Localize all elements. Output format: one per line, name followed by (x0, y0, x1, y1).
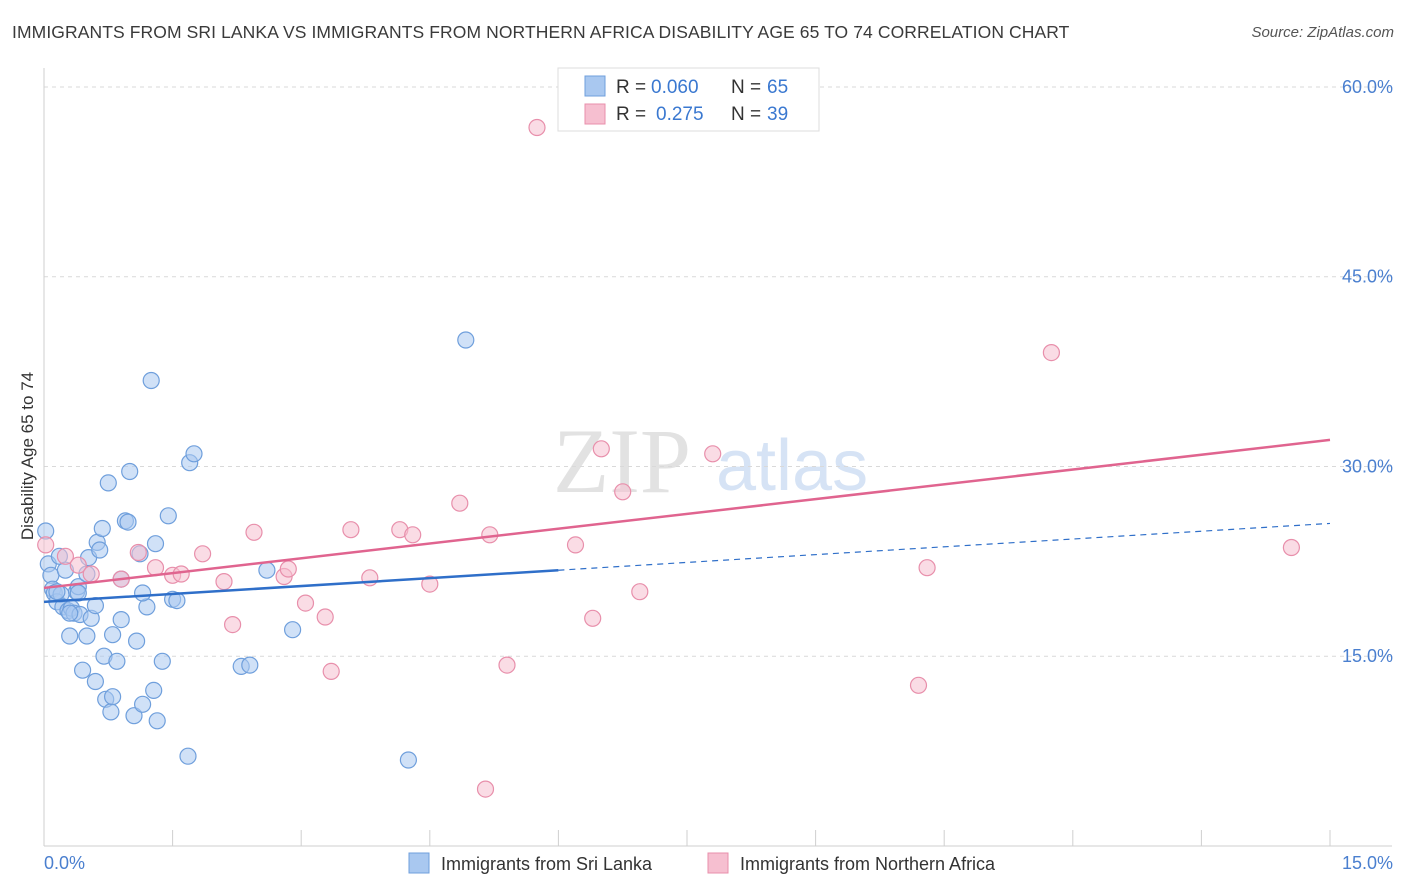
point-pink-2 (69, 556, 87, 574)
bottom-legend-swatch-blue (408, 852, 430, 874)
gridlines (44, 86, 1392, 657)
point-blue-41 (145, 681, 163, 700)
point-pink-22 (421, 575, 439, 593)
point-pink-12 (245, 523, 263, 541)
point-pink-18 (342, 521, 360, 539)
legend-row2-r-label: R = (616, 104, 646, 125)
point-pink-24 (476, 780, 495, 798)
point-blue-29 (103, 626, 122, 644)
bottom-legend-swatch-pink (707, 852, 729, 874)
point-blue-44 (159, 507, 177, 525)
point-pink-21 (404, 526, 422, 544)
point-pink-31 (614, 483, 632, 501)
point-blue-30 (108, 652, 126, 670)
trend-line-northern-africa (43, 438, 1331, 590)
series-sri-lanka-points (37, 331, 475, 769)
point-pink-15 (296, 594, 315, 612)
point-blue-27 (99, 474, 117, 492)
point-blue-55 (457, 331, 475, 349)
point-blue-47 (179, 747, 197, 765)
trend-line-sri-lanka-dashed (558, 522, 1331, 571)
x-tick-label-min: 0.0% (44, 853, 85, 873)
y-tick-label-15: 15.0% (1342, 646, 1393, 666)
point-blue-64 (61, 604, 79, 622)
point-blue-35 (125, 707, 143, 725)
point-pink-17 (322, 662, 340, 681)
point-blue-49 (185, 445, 203, 463)
point-pink-28 (566, 536, 585, 554)
y-tick-label-60: 60.0% (1342, 77, 1393, 97)
point-pink-33 (704, 445, 722, 463)
point-pink-10 (215, 572, 233, 591)
point-blue-11 (61, 627, 79, 645)
legend-row2-n-value: 39 (767, 104, 788, 125)
legend-row2-r-value: 0.275 (656, 104, 704, 125)
point-blue-24 (93, 519, 111, 538)
point-pink-16 (316, 608, 334, 626)
point-blue-51 (241, 656, 259, 674)
point-pink-30 (592, 440, 610, 458)
point-pink-29 (584, 609, 602, 627)
point-pink-27 (528, 118, 546, 137)
chart-source: Source: ZipAtlas.com (1251, 24, 1394, 41)
x-tick-label-max: 15.0% (1342, 853, 1393, 873)
point-blue-23 (91, 541, 109, 559)
point-blue-34 (121, 462, 139, 481)
point-pink-0 (37, 536, 55, 554)
point-pink-23 (451, 494, 469, 512)
y-tick-label-30: 30.0% (1342, 456, 1393, 476)
point-pink-32 (631, 583, 649, 601)
point-blue-21 (86, 672, 105, 691)
point-pink-37 (1042, 344, 1061, 362)
point-pink-3 (82, 565, 100, 583)
y-tick-label-45: 45.0% (1342, 267, 1393, 287)
point-blue-36 (128, 632, 146, 650)
point-blue-63 (134, 584, 152, 602)
point-blue-17 (73, 661, 92, 679)
legend-row1-n-value: 65 (767, 77, 788, 98)
point-blue-43 (153, 652, 171, 670)
legend-swatch-pink (584, 103, 606, 125)
point-pink-1 (56, 547, 75, 565)
trend-lines (43, 438, 1331, 604)
point-blue-40 (142, 371, 160, 390)
y-axis-title: Disability Age 65 to 74 (18, 372, 37, 540)
point-pink-36 (918, 559, 936, 577)
legend: R = 0.060 N = 65 R = 0.275 N = 39 (557, 67, 820, 132)
point-blue-38 (134, 695, 152, 713)
point-blue-18 (78, 627, 96, 645)
point-blue-33 (119, 513, 137, 531)
trend-line-sri-lanka-solid (43, 568, 559, 604)
point-blue-53 (284, 621, 302, 639)
bottom-legend: Immigrants from Sri Lanka Immigrants fro… (408, 852, 996, 874)
legend-row1-r-label: R = (616, 77, 646, 98)
bottom-legend-label-blue: Immigrants from Sri Lanka (441, 854, 653, 874)
point-pink-5 (129, 543, 147, 562)
point-blue-28 (102, 703, 120, 721)
legend-swatch-blue (584, 75, 606, 97)
legend-row2-n-label: N = (731, 104, 761, 125)
point-blue-60 (146, 535, 165, 553)
point-pink-35 (909, 676, 928, 694)
point-blue-42 (148, 712, 166, 730)
series-northern-africa-points (37, 113, 1301, 798)
legend-row1-n-label: N = (731, 77, 761, 98)
point-blue-59 (112, 610, 130, 629)
point-blue-52 (258, 561, 276, 579)
point-pink-14 (279, 560, 297, 578)
axes (43, 68, 1392, 847)
point-blue-54 (399, 751, 417, 769)
point-pink-11 (224, 615, 242, 634)
chart-title: IMMIGRANTS FROM SRI LANKA VS IMMIGRANTS … (12, 22, 1070, 42)
point-blue-62 (103, 688, 122, 706)
x-ticks (43, 830, 1331, 846)
point-pink-26 (498, 656, 516, 674)
y-tick-labels: 15.0% 30.0% 45.0% 60.0% (1342, 77, 1393, 666)
legend-row1-r-value: 0.060 (651, 77, 699, 98)
point-pink-38 (1282, 538, 1301, 557)
point-pink-9 (194, 545, 212, 563)
bottom-legend-label-pink: Immigrants from Northern Africa (740, 854, 996, 874)
